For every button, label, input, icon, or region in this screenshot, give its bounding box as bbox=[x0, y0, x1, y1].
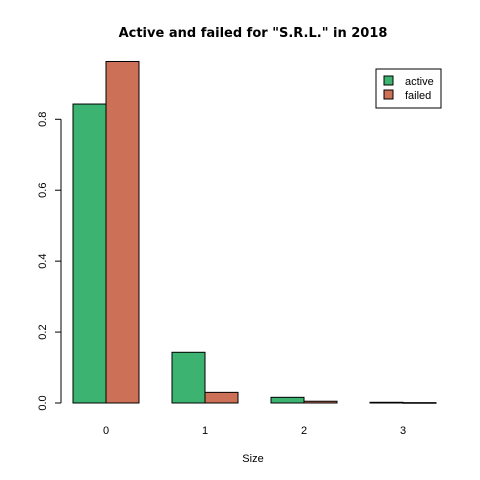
x-axis-label: Size bbox=[242, 453, 263, 465]
y-axis: 0.0 0.2 0.4 0.6 0.8 bbox=[37, 112, 62, 411]
y-tick-label: 0.4 bbox=[37, 253, 49, 268]
bars-group bbox=[72, 60, 437, 404]
x-tick-label: 3 bbox=[400, 425, 406, 437]
y-tick-label: 0.8 bbox=[37, 112, 49, 127]
chart-title: Active and failed for "S.R.L." in 2018 bbox=[119, 26, 388, 41]
legend: active failed bbox=[375, 68, 442, 109]
bar-active-1 bbox=[171, 351, 206, 404]
legend-label-active: active bbox=[405, 76, 434, 88]
y-tick-label: 0.6 bbox=[37, 183, 49, 198]
y-tick-label: 0.2 bbox=[37, 324, 49, 339]
x-axis: 0 1 2 3 bbox=[103, 425, 406, 437]
bar-failed-3 bbox=[402, 402, 437, 404]
bar-active-0 bbox=[72, 103, 107, 404]
legend-swatch-active bbox=[383, 75, 394, 86]
x-tick-label: 2 bbox=[301, 425, 307, 437]
bar-failed-2 bbox=[303, 400, 338, 404]
bar-failed-1 bbox=[204, 391, 239, 404]
legend-box bbox=[375, 68, 442, 109]
legend-label-failed: failed bbox=[405, 90, 431, 102]
y-tick-label: 0.0 bbox=[37, 395, 49, 410]
bar-active-2 bbox=[270, 396, 305, 404]
bar-failed-0 bbox=[105, 60, 140, 404]
x-tick-label: 1 bbox=[202, 425, 208, 437]
x-tick-label: 0 bbox=[103, 425, 109, 437]
bar-active-3 bbox=[369, 401, 404, 404]
legend-swatch-failed bbox=[383, 89, 394, 100]
